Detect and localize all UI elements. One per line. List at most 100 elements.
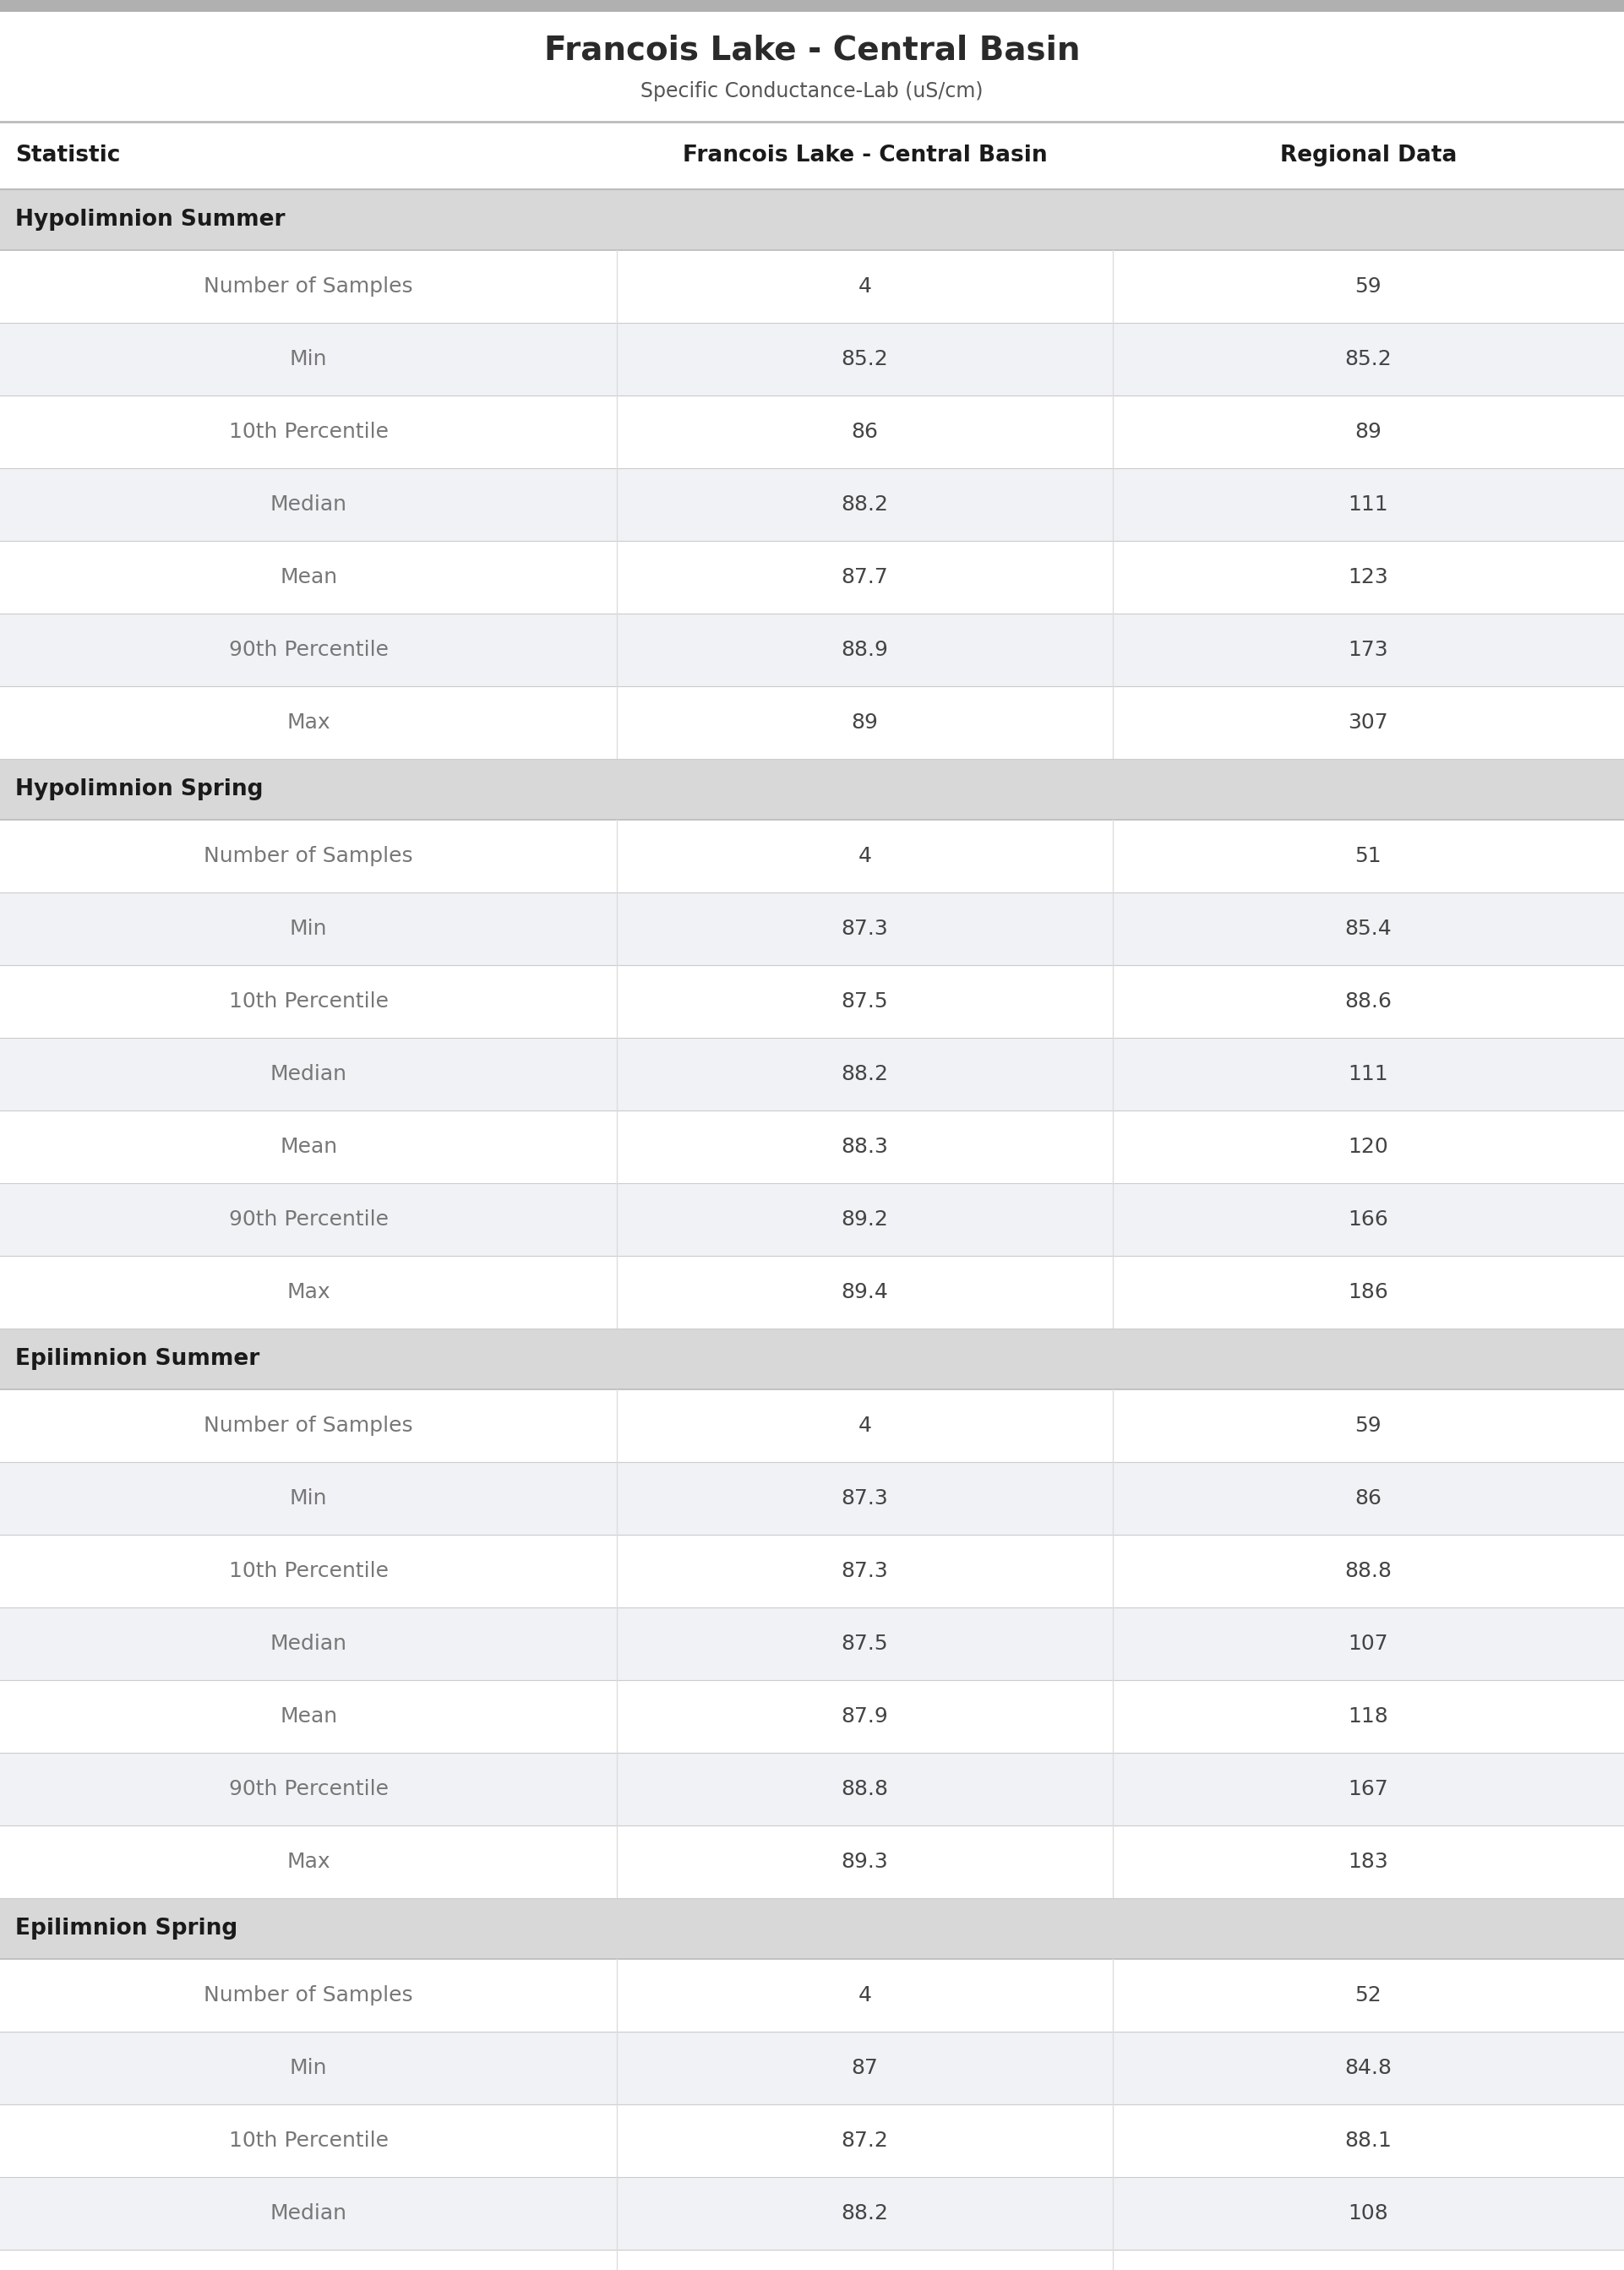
Bar [0, 613, 1624, 686]
Text: 87.7: 87.7 [841, 568, 888, 588]
Bar [0, 2177, 1624, 2250]
Text: Hypolimnion Spring: Hypolimnion Spring [15, 779, 263, 801]
Text: Francois Lake - Central Basin: Francois Lake - Central Basin [682, 145, 1047, 166]
Bar [617, 1607, 1624, 1680]
Bar [0, 1959, 1624, 2032]
Text: 89: 89 [851, 713, 879, 733]
Bar [0, 1898, 1624, 1959]
Text: 173: 173 [1348, 640, 1389, 661]
Bar [0, 2032, 1624, 2104]
Text: Mean: Mean [279, 568, 338, 588]
Text: Regional Data: Regional Data [1280, 145, 1457, 166]
Bar [0, 322, 1624, 395]
Text: 167: 167 [1348, 1780, 1389, 1800]
Text: Max: Max [287, 713, 330, 733]
Text: 89.3: 89.3 [841, 1852, 888, 1873]
Text: 90th Percentile: 90th Percentile [229, 1210, 388, 1230]
Bar [0, 1535, 1624, 1607]
Text: Min: Min [289, 350, 328, 370]
Text: 88.3: 88.3 [841, 1137, 888, 1158]
Text: 90th Percentile: 90th Percentile [229, 1780, 388, 1800]
Text: 89: 89 [1354, 422, 1382, 443]
Text: 4: 4 [857, 1416, 872, 1437]
Text: 123: 123 [1348, 568, 1389, 588]
Bar [617, 613, 1624, 686]
Text: Min: Min [289, 1489, 328, 1510]
Text: Number of Samples: Number of Samples [205, 277, 412, 297]
Bar [617, 1752, 1624, 1825]
Text: 87.3: 87.3 [841, 919, 888, 940]
Text: Median: Median [270, 1634, 348, 1655]
Bar [617, 1183, 1624, 1255]
Text: 52: 52 [1354, 1986, 1382, 2004]
Bar [0, 188, 1624, 250]
Text: Mean: Mean [279, 1137, 338, 1158]
Text: Number of Samples: Number of Samples [205, 847, 412, 867]
Text: Specific Conductance-Lab (uS/cm): Specific Conductance-Lab (uS/cm) [641, 82, 983, 102]
Text: 89.4: 89.4 [841, 1283, 888, 1303]
Text: 84.8: 84.8 [1345, 2059, 1392, 2077]
Text: 10th Percentile: 10th Percentile [229, 2132, 388, 2152]
Text: 4: 4 [857, 1986, 872, 2004]
Text: Mean: Mean [279, 1707, 338, 1727]
Bar [0, 1680, 1624, 1752]
Bar [617, 2177, 1624, 2250]
Text: Median: Median [270, 2204, 348, 2225]
Text: Number of Samples: Number of Samples [205, 1416, 412, 1437]
Text: 85.2: 85.2 [1345, 350, 1392, 370]
Text: 87: 87 [851, 2059, 879, 2077]
Text: Median: Median [270, 495, 348, 515]
Text: 108: 108 [1348, 2204, 1389, 2225]
Text: 86: 86 [851, 422, 879, 443]
Text: 10th Percentile: 10th Percentile [229, 422, 388, 443]
Text: Epilimnion Spring: Epilimnion Spring [15, 1918, 237, 1939]
Bar [0, 468, 1624, 540]
Text: 88.8: 88.8 [1345, 1562, 1392, 1582]
Bar [0, 0, 1624, 11]
Bar [0, 1462, 1624, 1535]
Bar [0, 1037, 1624, 1110]
Text: 87.9: 87.9 [841, 1707, 888, 1727]
Text: 118: 118 [1348, 1707, 1389, 1727]
Bar [617, 1037, 1624, 1110]
Text: Statistic: Statistic [15, 145, 120, 166]
Bar [0, 2104, 1624, 2177]
Text: 307: 307 [1348, 713, 1389, 733]
Text: 59: 59 [1354, 1416, 1382, 1437]
Bar [0, 1255, 1624, 1328]
Text: Min: Min [289, 2059, 328, 2077]
Text: 85.4: 85.4 [1345, 919, 1392, 940]
Text: 86: 86 [1354, 1489, 1382, 1510]
Text: 51: 51 [1354, 847, 1382, 867]
Bar [617, 2032, 1624, 2104]
Text: 107: 107 [1348, 1634, 1389, 1655]
Bar [0, 819, 1624, 892]
Bar [0, 1110, 1624, 1183]
Text: Max: Max [287, 1283, 330, 1303]
Bar [0, 1389, 1624, 1462]
Text: 88.6: 88.6 [1345, 992, 1392, 1012]
Text: Number of Samples: Number of Samples [205, 1986, 412, 2004]
Bar [0, 540, 1624, 613]
Text: 183: 183 [1348, 1852, 1389, 1873]
Bar [617, 1462, 1624, 1535]
Text: 87.3: 87.3 [841, 1489, 888, 1510]
Bar [617, 892, 1624, 965]
Text: 88.1: 88.1 [1345, 2132, 1392, 2152]
Text: Francois Lake - Central Basin: Francois Lake - Central Basin [544, 34, 1080, 66]
Text: Min: Min [289, 919, 328, 940]
Text: 88.2: 88.2 [841, 495, 888, 515]
Bar [617, 322, 1624, 395]
Text: 88.2: 88.2 [841, 1065, 888, 1085]
Bar [0, 1825, 1624, 1898]
Bar [0, 2250, 1624, 2270]
Text: 87.2: 87.2 [841, 2132, 888, 2152]
Text: 4: 4 [857, 277, 872, 297]
Bar [0, 758, 1624, 819]
Text: 87.5: 87.5 [841, 1634, 888, 1655]
Bar [0, 686, 1624, 758]
Text: 88.8: 88.8 [841, 1780, 888, 1800]
Text: 10th Percentile: 10th Percentile [229, 1562, 388, 1582]
Text: 120: 120 [1348, 1137, 1389, 1158]
Text: 88.9: 88.9 [841, 640, 888, 661]
